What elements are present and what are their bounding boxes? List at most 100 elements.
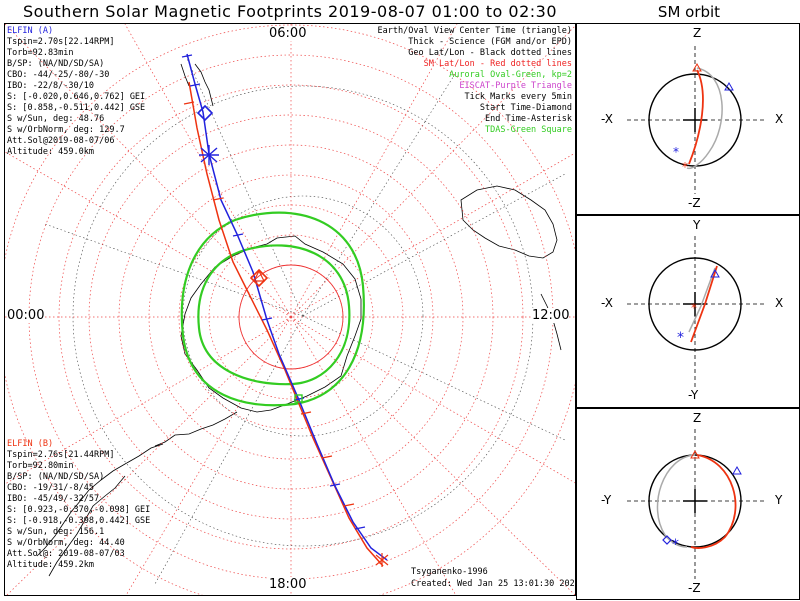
sm-orbit-panel-yz: * Z -Z -Y Y xyxy=(576,408,800,600)
orbit-triangle-blue xyxy=(710,268,720,278)
view-center-diamond xyxy=(249,268,269,288)
australia-outline xyxy=(460,185,558,259)
auroral-oval-inner xyxy=(197,244,351,386)
sm-orbit-xz-canvas: * * xyxy=(627,46,767,194)
elfin-b-line: S: [0.923,-0.370,-0.098] GEI xyxy=(7,505,151,515)
plot-title: Southern Solar Magnetic Footprints 2019-… xyxy=(22,2,558,43)
orbit-a-path xyxy=(690,265,718,343)
south-america-outline xyxy=(36,443,164,557)
elfin-b-line: B/SP: (NA/ND/SD/SA) xyxy=(7,472,105,482)
legend-item: Earth/Oval View Center Time (triangle) xyxy=(377,26,572,36)
antarctica-outline xyxy=(180,235,362,413)
orbit-triangle-blue xyxy=(724,81,734,91)
axis-label-left: -X xyxy=(601,112,613,126)
legend-item: SM Lat/Lon - Red dotted lines xyxy=(423,59,572,69)
polar-map-canvas xyxy=(5,24,575,595)
elfin-b-tick-marks xyxy=(183,101,355,507)
orbit-b-path xyxy=(686,67,723,170)
elfin-b-name: ELFIN (B) xyxy=(7,439,54,449)
elfin-b-line: S: [-0.918,-0.398,0.442] GSE xyxy=(7,516,151,526)
elfin-a-start-diamond xyxy=(196,104,214,122)
legend-item: Auroral Oval-Green, kp=2 xyxy=(449,70,572,80)
elfin-b-track xyxy=(188,81,384,567)
polar-footprint-map: ELFIN (A) Tspin=2.70s[22.14RPM] Torb=92.… xyxy=(4,23,576,596)
orbit-b-path xyxy=(688,267,716,333)
elfin-a-line: Altitude: 459.0km xyxy=(7,147,94,157)
elfin-b-line: CBO: -19/31/-8/45 xyxy=(7,483,94,493)
elfin-a-info: ELFIN (A) Tspin=2.70s[22.14RPM] Torb=92.… xyxy=(7,26,145,158)
sm-orbit-panel-xz: * * Z -Z -X X xyxy=(576,23,800,215)
hour-label-left: 00:00 xyxy=(7,308,45,323)
orbit-b-path xyxy=(656,454,696,548)
orbit-start-triangle xyxy=(690,449,700,459)
sm-inner-circle xyxy=(238,264,344,370)
axis-label-right: X xyxy=(775,296,784,310)
elfin-a-line: Torb=92.83min xyxy=(7,48,74,58)
orbit-end-asterisk: * xyxy=(672,537,679,553)
elfin-a-line: Att.Sol@2019-08-07/06 xyxy=(7,136,115,146)
sm-orbit-title: SM orbit xyxy=(657,3,721,21)
legend-item: Thick - Science (FGM and/or EPD) xyxy=(408,37,572,47)
elfin-b-line: Altitude: 459.2km xyxy=(7,560,94,570)
elfin-a-line: CBO: -44/-25/-80/-30 xyxy=(7,70,110,80)
legend-item: EISCAT-Purple Triangle xyxy=(459,81,572,91)
orbit-start-triangle xyxy=(692,62,702,72)
elfin-a-name: ELFIN (A) xyxy=(7,26,54,36)
sm-orbit-panel-xy: * * Y -Y -X X xyxy=(576,215,800,408)
axis-label-right: Y xyxy=(775,493,783,507)
africa-outline xyxy=(194,63,214,107)
hour-label-right: 12:00 xyxy=(532,308,570,323)
auroral-oval xyxy=(180,211,365,407)
orbit-end-asterisk: * xyxy=(677,330,684,346)
axis-label-right: X xyxy=(775,112,784,126)
elfin-a-line: Tspin=2.70s[22.14RPM] xyxy=(7,37,115,47)
sm-orbit-yz-canvas: * xyxy=(627,429,767,579)
antarctic-peninsula-outline xyxy=(154,411,238,447)
elfin-b-line: Tspin=2.76s[21.44RPM] xyxy=(7,450,115,460)
elfin-a-line: S w/Sun, deg: 48.76 xyxy=(7,114,105,124)
orbit-center-asterisk: * xyxy=(691,301,697,315)
axis-label-left: -X xyxy=(601,296,613,310)
elfin-b-line: IBO: -45/49/-32/57 xyxy=(7,494,100,504)
axis-label-top: Y xyxy=(693,218,701,232)
orbit-end-asterisk: * xyxy=(673,145,679,159)
elfin-a-line: S w/OrbNorm, deg: 129.7 xyxy=(7,125,125,135)
created-timestamp: Created: Wed Jan 25 13:01:30 2023 xyxy=(411,579,576,589)
south-america-coast xyxy=(48,475,126,577)
elfin-b-line: Torb=92.80min xyxy=(7,461,74,471)
elfin-a-line: S: [-0.020,0.646,0.762] GEI xyxy=(7,92,146,102)
orbit-start-diamond xyxy=(662,535,672,545)
axis-label-top: Z xyxy=(693,26,702,40)
hour-label-bottom: 18:00 xyxy=(269,577,307,592)
orbit-triangle-blue xyxy=(732,465,742,475)
orbit-a-path xyxy=(688,69,704,165)
elfin-b-end-asterisk xyxy=(375,553,389,567)
model-credit: Tsyganenko-1996 xyxy=(411,567,488,577)
elfin-b-line: Att.Sol@: 2019-08-07/03 xyxy=(7,549,125,559)
elfin-a-line: B/SP: (NA/ND/SD/SA) xyxy=(7,59,105,69)
axis-label-top: Z xyxy=(693,411,702,425)
sm-orbit-xy-canvas: * * xyxy=(627,236,767,388)
legend-item: TDAS-Green Square xyxy=(485,125,572,135)
orbit-a-path xyxy=(690,454,737,549)
elfin-b-line: S w/Sun, deg: 156.1 xyxy=(7,527,105,537)
legend-item: End Time-Asterisk xyxy=(485,114,572,124)
legend-item: Start Time-Diamond xyxy=(479,103,572,113)
axis-label-left: -Y xyxy=(601,493,612,507)
map-legend: Earth/Oval View Center Time (triangle) T… xyxy=(378,26,572,136)
elfin-a-line: IBO: -22/8/-30/10 xyxy=(7,81,94,91)
elfin-b-line: S w/OrbNorm, deg: 44.40 xyxy=(7,538,125,548)
elfin-a-line: S: [0.858,-0.511,0.442] GSE xyxy=(7,103,146,113)
orbit-end-asterisk-b: * xyxy=(682,160,688,174)
elfin-b-info: ELFIN (B) Tspin=2.76s[21.44RPM] Torb=92.… xyxy=(7,439,150,571)
hour-label-top: 06:00 xyxy=(269,26,307,41)
tdas-green-square xyxy=(294,394,303,403)
auroral-oval-outer xyxy=(180,211,365,407)
axis-label-bottom: -Z xyxy=(688,196,701,210)
elfin-a-track xyxy=(186,53,388,561)
legend-item: Tick Marks every 5min xyxy=(464,92,572,102)
axis-label-bottom: -Y xyxy=(688,388,699,402)
africa-coast xyxy=(180,63,190,87)
view-center-triangle xyxy=(253,269,265,282)
axis-label-bottom: -Z xyxy=(688,581,701,595)
